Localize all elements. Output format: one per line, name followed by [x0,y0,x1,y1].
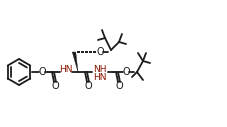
Text: O: O [122,67,130,77]
Text: O: O [96,47,104,57]
Text: O: O [38,67,46,77]
Text: O: O [51,81,59,91]
Text: HN: HN [59,65,73,74]
Text: HN: HN [93,74,107,83]
Text: NH: NH [93,65,107,74]
Polygon shape [72,52,78,72]
Text: O: O [84,81,92,91]
Text: O: O [115,81,123,91]
